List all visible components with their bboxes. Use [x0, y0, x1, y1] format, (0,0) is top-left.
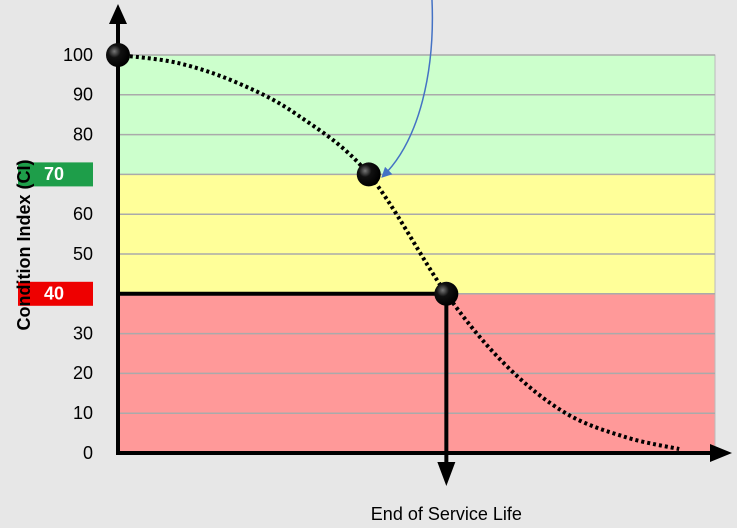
annotation-text: End of Service Life — [371, 504, 522, 524]
curve — [117, 53, 680, 451]
point-marker — [106, 43, 130, 67]
point-marker — [356, 162, 381, 187]
y-tick-label: 80 — [73, 124, 93, 144]
y-tick-label: 70 — [44, 164, 64, 184]
y-tick-label: 60 — [73, 204, 93, 224]
y-tick-label: 0 — [83, 443, 93, 463]
y-tick-label: 50 — [73, 244, 93, 264]
y-axis-arrow — [109, 4, 127, 24]
y-tick-label: 40 — [44, 284, 64, 304]
point-marker — [434, 281, 459, 306]
tick-highlight — [18, 162, 93, 187]
y-axis-label: Condition Index (CI) — [14, 160, 34, 331]
y-tick-label: 100 — [63, 45, 93, 65]
y-tick-label: 10 — [73, 403, 93, 423]
service-life-arrow — [437, 462, 456, 486]
y-tick-label: 20 — [73, 363, 93, 383]
y-tick-label: 30 — [73, 323, 93, 343]
tick-highlight — [18, 281, 93, 306]
band — [118, 55, 715, 175]
y-tick-label: 90 — [73, 85, 93, 105]
band — [118, 174, 715, 294]
pointer-arrow — [381, 0, 434, 178]
x-axis-arrow — [710, 444, 732, 462]
